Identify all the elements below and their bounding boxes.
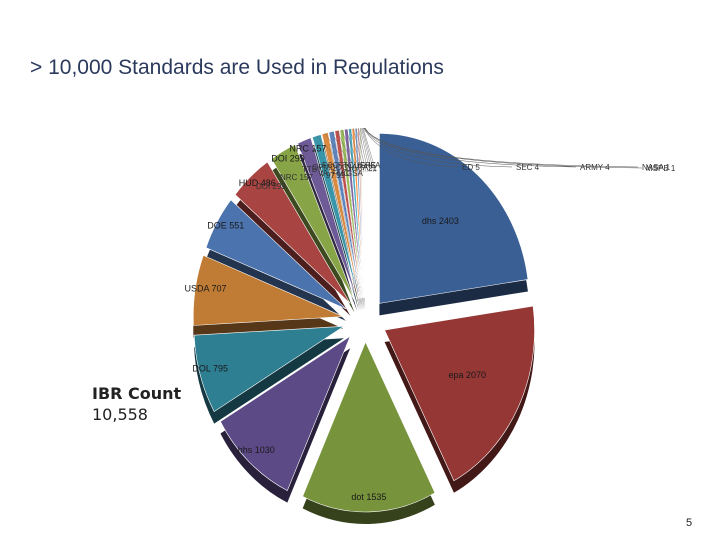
leader-line-17 <box>353 128 365 173</box>
cluttered-label-0: TTB <box>302 165 317 174</box>
leader-line-15 <box>345 129 361 173</box>
leader-line-12 <box>331 131 355 173</box>
leader-line-11 <box>324 133 353 173</box>
pie-slice-6 <box>205 199 347 310</box>
pie-slice-0 <box>379 133 529 304</box>
pie-label-28: MSPB 1 <box>646 164 676 173</box>
pie-label-6: DOE 551 <box>207 221 244 231</box>
cluttered-label-6: USPS <box>354 161 376 170</box>
leader-line-18 <box>355 128 367 173</box>
ibr-count-label: IBR Count <box>92 384 182 403</box>
pie-slice-7 <box>234 161 351 304</box>
page-number: 5 <box>686 517 693 529</box>
pie-label-4: DOL 795 <box>192 363 228 373</box>
cluttered-label-12: 97 <box>326 171 335 180</box>
leader-line-28 <box>364 127 643 169</box>
leader-line-20 <box>360 128 371 173</box>
cluttered-label-7: VA <box>318 169 329 178</box>
pie-slice-3 <box>220 335 351 492</box>
cluttered-label-8: FMC <box>332 169 350 178</box>
leader-line-26 <box>364 127 577 168</box>
pie-slice-4 <box>193 325 346 412</box>
pie-label-25: SEC 4 <box>516 163 540 172</box>
leader-line-23 <box>362 127 377 173</box>
pie-label-7: HUD 486 <box>239 178 276 188</box>
cluttered-label-1: OPM <box>312 163 331 172</box>
leader-line-24 <box>363 127 459 168</box>
pie-label-26: ARMY 4 <box>580 163 610 172</box>
leader-line-16 <box>349 128 363 173</box>
ibr-count-value: 10,558 <box>92 405 148 424</box>
pie-slice-2 <box>302 341 436 513</box>
pie-slice-15 <box>344 128 363 299</box>
pie-outer-label-doi: DOI 299 <box>256 182 286 191</box>
pie-label-5: USDA 707 <box>184 284 226 294</box>
cluttered-label-4: FTC <box>338 161 354 170</box>
pie-slice-11 <box>321 132 361 299</box>
pie-label-9: NRC 157 <box>289 144 326 154</box>
pie-slice-8 <box>271 144 355 301</box>
cluttered-label-9: GSA <box>346 169 364 178</box>
leader-line-10 <box>316 135 351 173</box>
pie-label-1: epa 2070 <box>449 370 487 380</box>
leader-line-13 <box>336 130 357 173</box>
pie-label-0: dhs 2403 <box>422 216 459 226</box>
pie-slice-depth-8 <box>271 156 355 313</box>
pie-slice-1 <box>384 305 535 482</box>
cluttered-label-2: FCC <box>322 161 339 170</box>
leader-line-22 <box>362 127 375 173</box>
pie-slice-5 <box>192 254 344 326</box>
pie-label-3: hhs 1030 <box>238 445 275 455</box>
leader-line-14 <box>341 129 359 173</box>
leader-line-21 <box>361 127 373 173</box>
pie-label-8: DOI 299 <box>271 154 305 164</box>
pie-label-27: NASA 1 <box>642 163 671 172</box>
slide-title: > 10,000 Standards are Used in Regulatio… <box>30 56 444 79</box>
ibr-count-annotation: IBR Count 10,558 <box>92 383 181 425</box>
cluttered-label-10: FHFA <box>360 161 381 170</box>
pie-slice-13 <box>334 129 362 299</box>
cluttered-label-5: NARA <box>346 163 369 172</box>
pie-slice-9 <box>297 137 358 300</box>
leader-line-25 <box>363 127 513 168</box>
cluttered-label-3: DOC <box>330 163 348 172</box>
cluttered-label-11: 21 <box>368 164 377 173</box>
pie-label-24: ED 5 <box>462 163 480 172</box>
pie-outer-label-nrc: NRC 157 <box>280 173 313 182</box>
pie-label-2: dot 1535 <box>351 492 386 502</box>
leader-line-19 <box>358 128 369 173</box>
cluttered-label-13: 59 <box>336 171 345 180</box>
